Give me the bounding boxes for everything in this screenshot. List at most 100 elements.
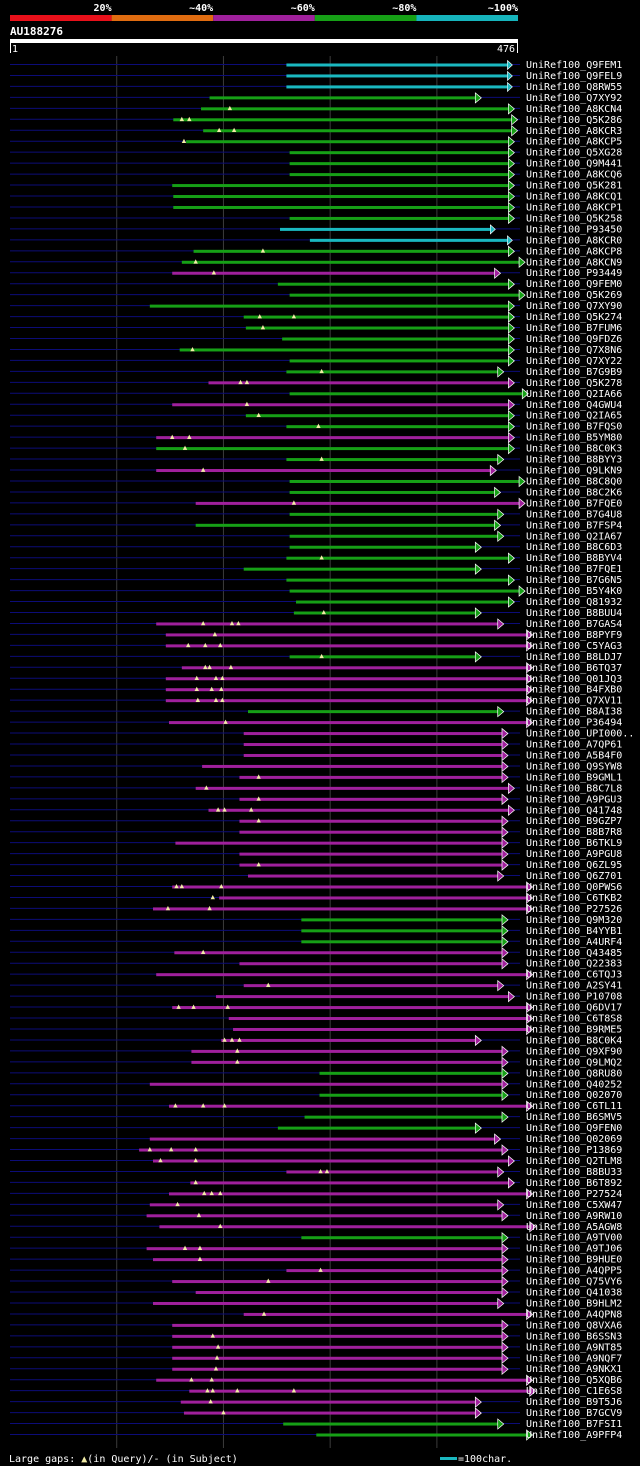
hit-bar-arrow [497, 366, 505, 378]
query-bar-left-tick [10, 43, 11, 53]
hit-label: UniRef100_A7QP61 [526, 740, 622, 751]
hit-bar-arrow [501, 859, 509, 871]
hit-row: UniRef100_A9NT85 [10, 1341, 622, 1353]
query-gap-marker [223, 719, 228, 724]
hit-label: UniRef100_A8KCP8 [526, 246, 622, 257]
hit-bar-arrow [501, 925, 509, 937]
hit-row: UniRef100_B7FQE1 [10, 563, 622, 575]
hit-label: UniRef100_P36494 [526, 718, 622, 729]
hit-bar [286, 63, 509, 67]
hit-bar [173, 118, 512, 122]
hit-bar-arrow [501, 957, 509, 970]
hit-row: UniRef100_Q41038 [10, 1286, 622, 1299]
hit-label: UniRef100_A8KCQ6 [526, 170, 622, 181]
hit-bar [301, 1236, 502, 1240]
hit-bar [301, 940, 502, 944]
hit-label: UniRef100_Q9FEM0 [526, 279, 622, 290]
hit-row: UniRef100_B8BYY3 [10, 453, 622, 466]
hit-row: UniRef100_C6TL11 [10, 1100, 622, 1112]
hit-bar-arrow [529, 1385, 537, 1397]
hit-label: UniRef100_A5AGW8 [526, 1222, 622, 1233]
hit-row: UniRef100_Q75VY6 [10, 1275, 622, 1288]
hit-label: UniRef100_Q5K274 [526, 312, 622, 323]
hit-bar [239, 797, 502, 801]
hit-label: UniRef100_B7FSP4 [526, 520, 622, 531]
hit-bar-arrow [526, 892, 534, 904]
hit-row: UniRef100_Q6DV17 [10, 1001, 622, 1014]
hit-bar-arrow [501, 1352, 509, 1365]
hit-row: UniRef100_B8C7L8 [10, 782, 622, 795]
query-gap-marker [231, 127, 237, 133]
hit-bar-arrow [508, 157, 515, 170]
hit-bar-arrow [508, 574, 515, 586]
hit-row: UniRef100_P10708 [10, 990, 622, 1003]
hit-bar-arrow [508, 782, 515, 795]
hit-label: UniRef100_Q81932 [526, 597, 622, 608]
hit-label: UniRef100_B9GZP7 [526, 816, 622, 827]
hit-bar [304, 1115, 502, 1119]
hit-bar [283, 1422, 498, 1426]
hit-label: UniRef100_B7G4U8 [526, 509, 622, 520]
identity-scale: 20% ~40% ~60% ~80% ~100% [10, 3, 518, 21]
hit-bar [201, 107, 509, 111]
hit-bar-arrow [526, 1429, 534, 1441]
hit-label: UniRef100_B8C2K6 [526, 487, 622, 498]
hit-row: UniRef100_Q2IA65 [10, 409, 622, 422]
hit-row: UniRef100_B7FSP4 [10, 519, 622, 531]
query-gap-marker [248, 807, 254, 812]
hit-row: UniRef100_Q9FEM0 [10, 278, 622, 290]
hit-label: UniRef100_Q5K278 [526, 378, 622, 389]
hit-bar-arrow [497, 705, 505, 718]
hit-label: UniRef100_B6TQ37 [526, 663, 622, 674]
query-start-label: 1 [12, 44, 18, 55]
query-gap-marker [256, 774, 261, 779]
hit-bar-arrow [508, 804, 515, 817]
hit-bar [139, 1148, 502, 1152]
hit-bar-arrow [501, 1045, 509, 1058]
query-gap-marker [220, 697, 225, 702]
hit-label: UniRef100_A8KCN4 [526, 104, 622, 115]
query-gap-marker [193, 1158, 198, 1163]
hit-bar-arrow [508, 1177, 515, 1189]
query-gap-marker [182, 445, 188, 450]
hit-label: UniRef100_Q40252 [526, 1079, 622, 1090]
query-gap-marker [221, 1410, 226, 1415]
hit-label: UniRef100_Q9LMQ2 [526, 1057, 622, 1068]
hit-row: UniRef100_Q22383 [10, 957, 622, 970]
hit-bar-arrow [501, 793, 509, 806]
hit-bar [149, 304, 509, 308]
hit-bar-arrow [501, 760, 509, 773]
hit-bar-arrow [474, 563, 482, 575]
query-gap-marker [218, 642, 223, 648]
hit-bar-arrow [508, 168, 515, 181]
hit-bar [172, 271, 495, 275]
hit-bar-arrow [526, 683, 534, 696]
hit-row: UniRef100_P13869 [10, 1144, 622, 1156]
hit-bar [149, 1082, 502, 1086]
query-gap-marker [173, 1103, 178, 1108]
hit-bar [221, 1038, 476, 1042]
hit-bar-arrow [508, 201, 515, 214]
hit-bar [239, 962, 502, 966]
query-gap-marker [256, 412, 261, 418]
query-gap-marker [200, 620, 206, 626]
hit-bar [301, 918, 502, 922]
query-gap-marker [318, 1267, 323, 1272]
hit-row: UniRef100_Q01JQ3 [10, 673, 622, 685]
query-gap-marker [210, 1333, 215, 1338]
hit-row: UniRef100_Q40252 [10, 1078, 622, 1091]
hit-bar [165, 633, 527, 637]
query-gap-marker [261, 1311, 267, 1316]
hit-label: UniRef100_Q7XY22 [526, 356, 622, 367]
hit-bar-arrow [501, 1078, 509, 1091]
hit-bar [153, 1159, 509, 1163]
hit-label: UniRef100_Q9XF90 [526, 1046, 622, 1057]
hit-label: UniRef100_B8AI38 [526, 707, 622, 718]
hit-bar [309, 238, 509, 242]
hit-bar-arrow [526, 881, 534, 893]
hit-bar [247, 874, 498, 878]
hit-label: UniRef100_Q02070 [526, 1090, 622, 1101]
hit-bar [172, 885, 527, 889]
hit-bar [289, 479, 520, 483]
hit-row: UniRef100_C5XW47 [10, 1199, 622, 1211]
